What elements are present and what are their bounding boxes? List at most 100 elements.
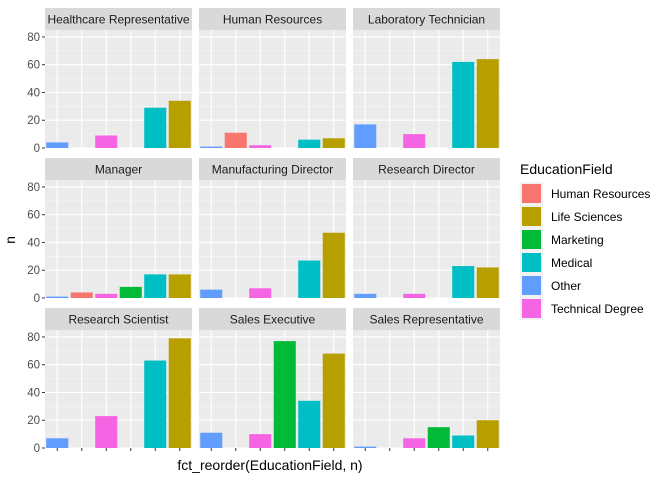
facet-panel: Research Director bbox=[353, 158, 500, 299]
bar bbox=[95, 416, 118, 448]
bar bbox=[168, 100, 191, 148]
x-axis-label: fct_reorder(EducationField, n) bbox=[177, 457, 362, 473]
plot-background bbox=[45, 180, 192, 298]
facet-panel: Sales Executive bbox=[199, 308, 346, 451]
bar bbox=[298, 139, 321, 148]
y-tick-label: 20 bbox=[27, 415, 40, 427]
bar bbox=[403, 438, 426, 448]
facet-panel: Sales Representative bbox=[353, 308, 500, 451]
facet-strip bbox=[45, 158, 192, 180]
bar bbox=[95, 135, 118, 148]
y-tick-label: 20 bbox=[27, 265, 40, 277]
bar bbox=[322, 138, 345, 148]
bar bbox=[168, 274, 191, 298]
bar bbox=[354, 446, 377, 448]
facet-panel: Research Scientist 0 20 40 60 80 bbox=[27, 308, 192, 455]
bar bbox=[200, 432, 223, 448]
bar bbox=[249, 145, 272, 148]
y-tick-label: 80 bbox=[27, 332, 40, 344]
bar bbox=[354, 293, 377, 298]
plot-background bbox=[353, 330, 500, 448]
facet-strip bbox=[45, 308, 192, 330]
bar bbox=[119, 286, 142, 298]
bar bbox=[476, 267, 499, 298]
legend-label: Human Resources bbox=[551, 187, 650, 201]
facet-title: Manufacturing Director bbox=[212, 163, 333, 177]
bar bbox=[354, 124, 377, 148]
legend: EducationField Human Resources Life Scien… bbox=[520, 161, 650, 320]
plot-background bbox=[45, 30, 192, 148]
y-tick-label: 20 bbox=[27, 115, 40, 127]
legend-swatch bbox=[522, 230, 541, 249]
facet-strip bbox=[199, 8, 346, 30]
plot-background bbox=[45, 330, 192, 448]
legend-label: Technical Degree bbox=[551, 302, 644, 316]
y-tick-label: 40 bbox=[27, 237, 40, 249]
legend-swatch bbox=[522, 299, 541, 318]
bar bbox=[168, 338, 191, 448]
plot-background bbox=[353, 180, 500, 298]
y-tick-label: 80 bbox=[27, 182, 40, 194]
facet-title: Healthcare Representative bbox=[47, 13, 189, 27]
plot-background bbox=[199, 330, 346, 448]
facet-panel: Manager 0 20 40 60 80 bbox=[27, 158, 192, 305]
y-axis-label: n bbox=[2, 236, 18, 244]
y-tick-label: 60 bbox=[27, 60, 40, 72]
bar bbox=[224, 132, 247, 148]
plot-background bbox=[199, 30, 346, 148]
y-tick-label: 60 bbox=[27, 360, 40, 372]
y-tick-label: 40 bbox=[27, 87, 40, 99]
facet-title: Human Resources bbox=[223, 13, 322, 27]
bar bbox=[144, 360, 167, 448]
bar bbox=[95, 293, 118, 298]
facet-title: Sales Representative bbox=[369, 313, 483, 327]
facet-panels: Healthcare Representative 0 20 40 60 80 Human … bbox=[27, 8, 500, 455]
facet-panel: Healthcare Representative 0 20 40 60 80 bbox=[27, 8, 192, 155]
legend-label: Other bbox=[551, 279, 581, 293]
facet-panel: Laboratory Technician bbox=[353, 8, 500, 149]
bar bbox=[452, 61, 475, 148]
y-tick-label: 0 bbox=[34, 293, 40, 305]
bar bbox=[200, 146, 223, 148]
bar bbox=[476, 420, 499, 448]
y-tick-label: 60 bbox=[27, 210, 40, 222]
legend-label: Life Sciences bbox=[551, 210, 622, 224]
bar bbox=[476, 59, 499, 149]
bar bbox=[249, 434, 272, 448]
bar bbox=[298, 260, 321, 298]
legend-swatch bbox=[522, 207, 541, 226]
bar bbox=[249, 288, 272, 298]
bar bbox=[70, 292, 93, 298]
facet-panel: Manufacturing Director bbox=[199, 158, 346, 299]
bar bbox=[144, 107, 167, 148]
y-tick-label: 80 bbox=[27, 32, 40, 44]
facet-title: Research Director bbox=[378, 163, 475, 177]
legend-swatch bbox=[522, 253, 541, 272]
plot-background bbox=[199, 180, 346, 298]
bar bbox=[452, 435, 475, 448]
bar bbox=[46, 296, 69, 298]
facet-panel: Human Resources bbox=[199, 8, 346, 149]
y-tick-label: 0 bbox=[34, 443, 40, 455]
bar bbox=[144, 274, 167, 298]
y-tick-label: 40 bbox=[27, 387, 40, 399]
bar bbox=[322, 232, 345, 298]
legend-label: Medical bbox=[551, 256, 592, 270]
legend-label: Marketing bbox=[551, 233, 604, 247]
facet-strip bbox=[353, 158, 500, 180]
bar bbox=[403, 293, 426, 298]
legend-title: EducationField bbox=[520, 161, 613, 177]
y-tick-label: 0 bbox=[34, 143, 40, 155]
facet-strip bbox=[45, 8, 192, 30]
facet-strip bbox=[199, 308, 346, 330]
bar bbox=[452, 266, 475, 298]
bar bbox=[403, 134, 426, 148]
facet-strip bbox=[353, 8, 500, 30]
facet-title: Manager bbox=[95, 163, 142, 177]
bar bbox=[298, 400, 321, 448]
facet-title: Sales Executive bbox=[230, 313, 316, 327]
legend-swatch bbox=[522, 184, 541, 203]
bar bbox=[322, 353, 345, 448]
bar bbox=[46, 438, 69, 448]
